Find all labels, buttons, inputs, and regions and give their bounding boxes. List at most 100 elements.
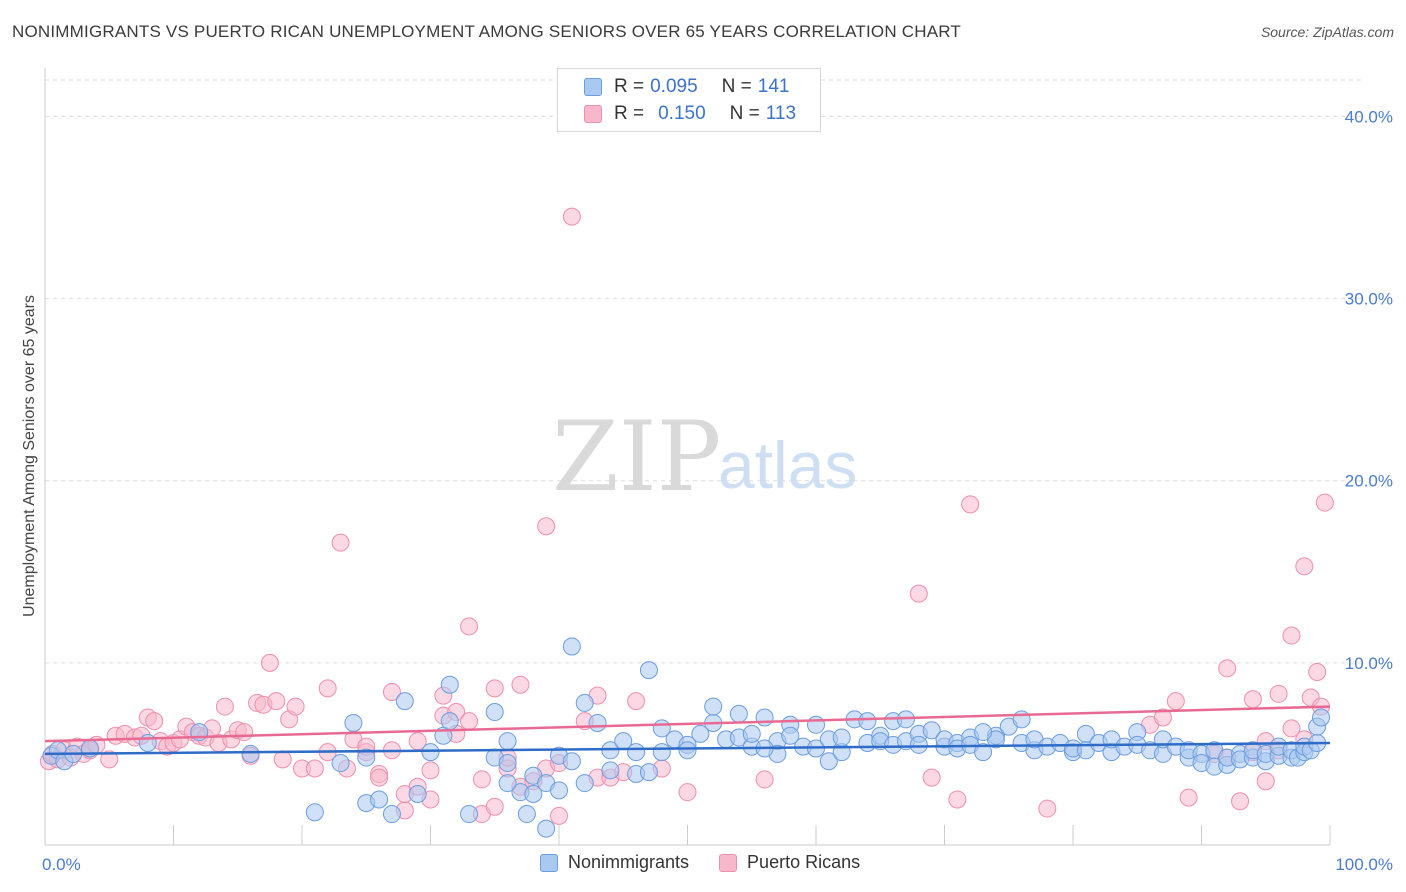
data-point-puerto-ricans xyxy=(485,679,504,698)
data-point-puerto-ricans xyxy=(562,207,581,226)
data-point-puerto-ricans xyxy=(1218,659,1237,678)
y-tick-label: 10.0% xyxy=(1345,654,1393,673)
series-legend: Nonimmigrants Puerto Ricans xyxy=(540,852,890,873)
data-point-nonimmigrants xyxy=(498,732,517,751)
data-point-puerto-ricans xyxy=(1256,772,1275,791)
data-point-puerto-ricans xyxy=(235,723,254,742)
data-point-nonimmigrants xyxy=(485,703,504,722)
data-point-nonimmigrants xyxy=(639,763,658,782)
data-point-nonimmigrants xyxy=(909,735,928,754)
legend-n-label: N = xyxy=(721,76,752,97)
data-point-nonimmigrants xyxy=(601,761,620,780)
series-nonimmigrants-points xyxy=(42,637,1331,838)
data-point-nonimmigrants xyxy=(537,819,556,838)
data-point-puerto-ricans xyxy=(1166,692,1185,711)
data-point-nonimmigrants xyxy=(819,752,838,771)
data-point-puerto-ricans xyxy=(961,495,980,514)
data-point-puerto-ricans xyxy=(1231,792,1250,811)
legend-r-value: 0.095 xyxy=(650,76,698,97)
data-point-nonimmigrants xyxy=(742,724,761,743)
data-point-puerto-ricans xyxy=(460,617,479,636)
data-point-nonimmigrants xyxy=(440,675,459,694)
legend-row-puerto-ricans: R = 0.150 N = 113 xyxy=(584,102,796,126)
data-point-puerto-ricans xyxy=(382,683,401,701)
data-point-puerto-ricans xyxy=(260,653,279,672)
data-point-puerto-ricans xyxy=(215,697,234,716)
legend-r-label: R = xyxy=(614,103,645,124)
data-point-puerto-ricans xyxy=(678,783,697,802)
data-point-puerto-ricans xyxy=(485,797,504,816)
legend-n-value: 141 xyxy=(757,76,790,97)
data-point-puerto-ricans xyxy=(550,806,568,825)
trend-line-puerto-ricans xyxy=(44,705,1331,743)
data-point-nonimmigrants xyxy=(550,781,568,800)
data-point-nonimmigrants xyxy=(395,692,414,711)
watermark-atlas: atlas xyxy=(718,428,857,502)
data-point-nonimmigrants xyxy=(704,697,723,716)
data-point-puerto-ricans xyxy=(273,750,292,769)
data-point-puerto-ricans xyxy=(100,750,119,769)
data-point-puerto-ricans xyxy=(1308,662,1327,681)
data-point-puerto-ricans xyxy=(1315,493,1334,512)
data-point-puerto-ricans xyxy=(421,761,440,780)
data-point-nonimmigrants xyxy=(729,704,748,723)
data-point-puerto-ricans xyxy=(472,770,491,789)
data-point-nonimmigrants xyxy=(575,774,594,793)
axes xyxy=(44,68,1331,846)
data-point-puerto-ricans xyxy=(948,790,967,809)
legend-swatch-pink xyxy=(719,853,738,872)
data-point-nonimmigrants xyxy=(498,774,517,793)
data-point-nonimmigrants xyxy=(562,752,581,771)
data-point-puerto-ricans xyxy=(511,675,530,694)
data-point-nonimmigrants xyxy=(781,726,800,745)
legend-row-nonimmigrants: R = 0.095 N = 141 xyxy=(584,75,789,99)
legend-swatch-pink xyxy=(584,105,602,123)
tick-labels: 10.0% 20.0% 30.0% 40.0% 0.0% 100.0% xyxy=(42,107,1393,874)
legend-r-value: 0.150 xyxy=(658,103,706,124)
data-point-puerto-ricans xyxy=(318,679,337,698)
legend-swatch-blue xyxy=(584,78,602,96)
data-point-puerto-ricans xyxy=(1243,690,1262,709)
data-point-nonimmigrants xyxy=(305,803,324,822)
data-point-puerto-ricans xyxy=(1179,788,1198,807)
y-tick-label: 40.0% xyxy=(1345,107,1393,126)
data-point-puerto-ricans xyxy=(627,692,646,711)
data-point-nonimmigrants xyxy=(498,754,517,773)
data-point-puerto-ricans xyxy=(267,692,286,711)
data-point-nonimmigrants xyxy=(344,713,363,732)
data-point-puerto-ricans xyxy=(1295,557,1314,576)
data-point-puerto-ricans xyxy=(305,759,324,778)
correlation-legend: R = 0.095 N = 141 R = 0.150 N = 113 xyxy=(557,68,821,132)
data-point-puerto-ricans xyxy=(1153,708,1172,727)
data-point-nonimmigrants xyxy=(1312,708,1331,727)
data-point-puerto-ricans xyxy=(755,770,774,789)
data-point-nonimmigrants xyxy=(1012,710,1031,729)
legend-label-nonimmigrants: Nonimmigrants xyxy=(568,852,690,872)
data-point-puerto-ricans xyxy=(286,697,305,716)
data-point-nonimmigrants xyxy=(974,723,993,742)
data-point-nonimmigrants xyxy=(357,748,376,767)
data-point-nonimmigrants xyxy=(241,744,260,763)
legend-item-puerto-ricans: Puerto Ricans xyxy=(719,852,860,873)
watermark-zip: ZIP xyxy=(552,401,721,513)
legend-r-label: R = xyxy=(614,76,645,97)
data-point-puerto-ricans xyxy=(922,768,941,787)
data-point-nonimmigrants xyxy=(370,790,389,809)
y-tick-label: 20.0% xyxy=(1345,472,1393,491)
y-axis-label: Unemployment Among Seniors over 65 years xyxy=(21,295,38,617)
data-point-nonimmigrants xyxy=(652,743,671,762)
data-point-puerto-ricans xyxy=(537,517,556,536)
grid-lines xyxy=(45,79,1365,664)
data-point-puerto-ricans xyxy=(331,533,350,552)
legend-n-value: 113 xyxy=(765,103,797,124)
data-point-nonimmigrants xyxy=(639,661,658,680)
data-point-nonimmigrants xyxy=(974,743,993,762)
data-point-puerto-ricans xyxy=(1282,626,1301,645)
x-tick-label-max: 100.0% xyxy=(1335,855,1393,874)
data-point-nonimmigrants xyxy=(331,754,350,773)
data-point-nonimmigrants xyxy=(627,743,646,762)
trend-lines xyxy=(44,705,1331,756)
data-point-nonimmigrants xyxy=(678,741,697,760)
data-point-puerto-ricans xyxy=(370,768,389,787)
